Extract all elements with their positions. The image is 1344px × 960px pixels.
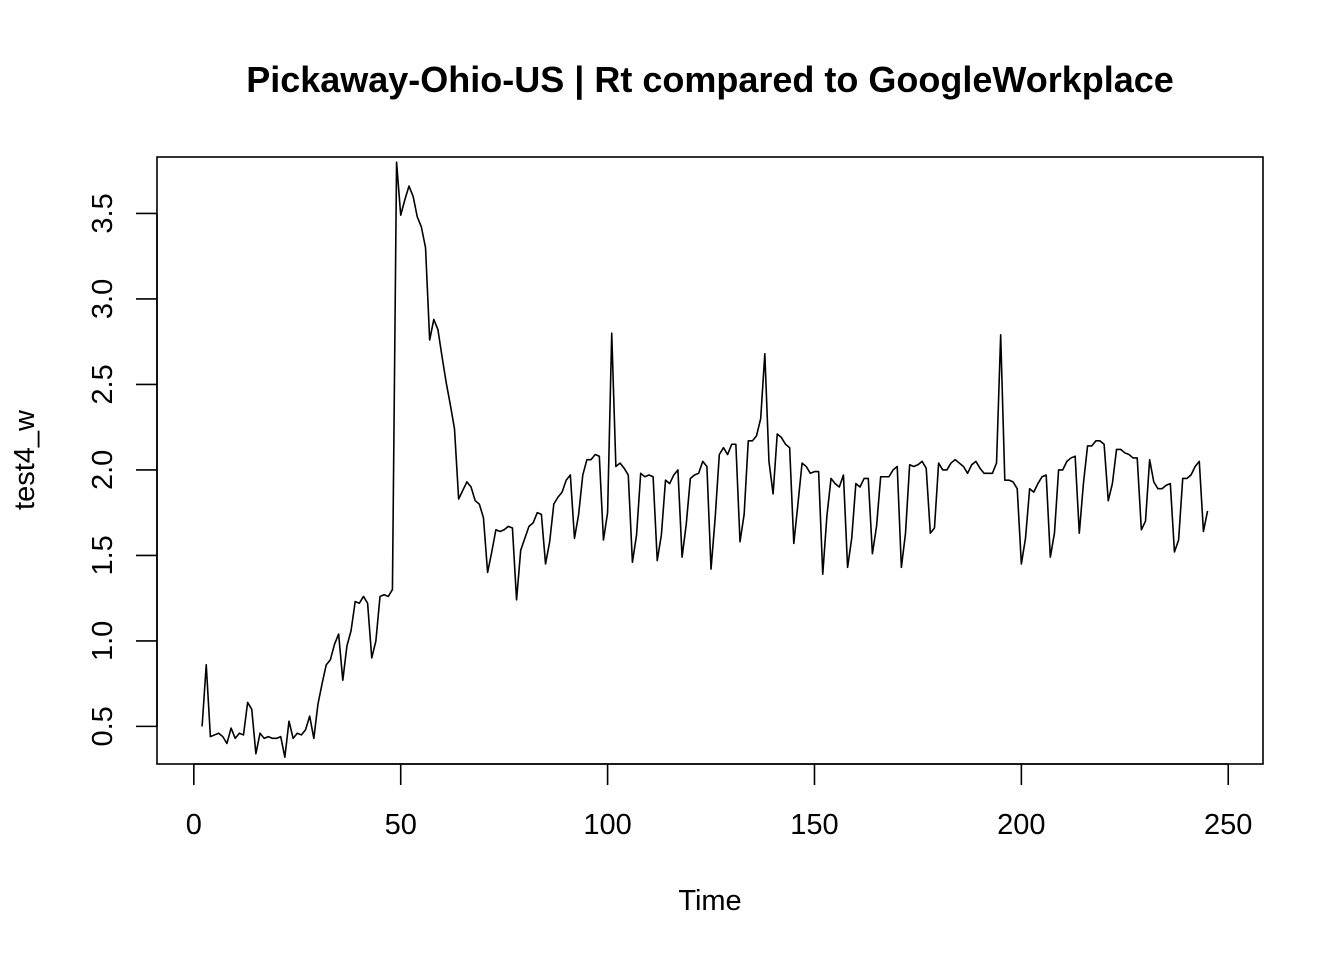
x-tick-label: 100 — [583, 809, 631, 841]
y-tick-label: 1.5 — [87, 535, 119, 575]
y-tick-label: 2.0 — [87, 450, 119, 490]
x-axis-label: Time — [678, 885, 741, 917]
plot-frame — [156, 156, 1264, 765]
y-tick-label: 0.5 — [87, 706, 119, 746]
x-tick-label: 50 — [385, 809, 417, 841]
chart-title: Pickaway-Ohio-US | Rt compared to Google… — [246, 59, 1174, 101]
y-axis: 0.5 1.0 1.5 2.0 2.5 3.0 3.5 — [87, 193, 158, 747]
y-tick-label: 2.5 — [87, 364, 119, 404]
y-tick-label: 3.5 — [87, 193, 119, 233]
x-tick-label: 150 — [790, 809, 838, 841]
y-tick-label: 1.0 — [87, 621, 119, 661]
x-tick-label: 200 — [997, 809, 1045, 841]
y-axis-label: test4_w — [9, 409, 41, 510]
x-axis: 0 50 100 150 200 250 — [186, 763, 1252, 841]
x-tick-label: 250 — [1204, 809, 1252, 841]
x-tick-label: 0 — [186, 809, 202, 841]
series-line — [201, 161, 1209, 758]
y-tick-label: 3.0 — [87, 279, 119, 319]
